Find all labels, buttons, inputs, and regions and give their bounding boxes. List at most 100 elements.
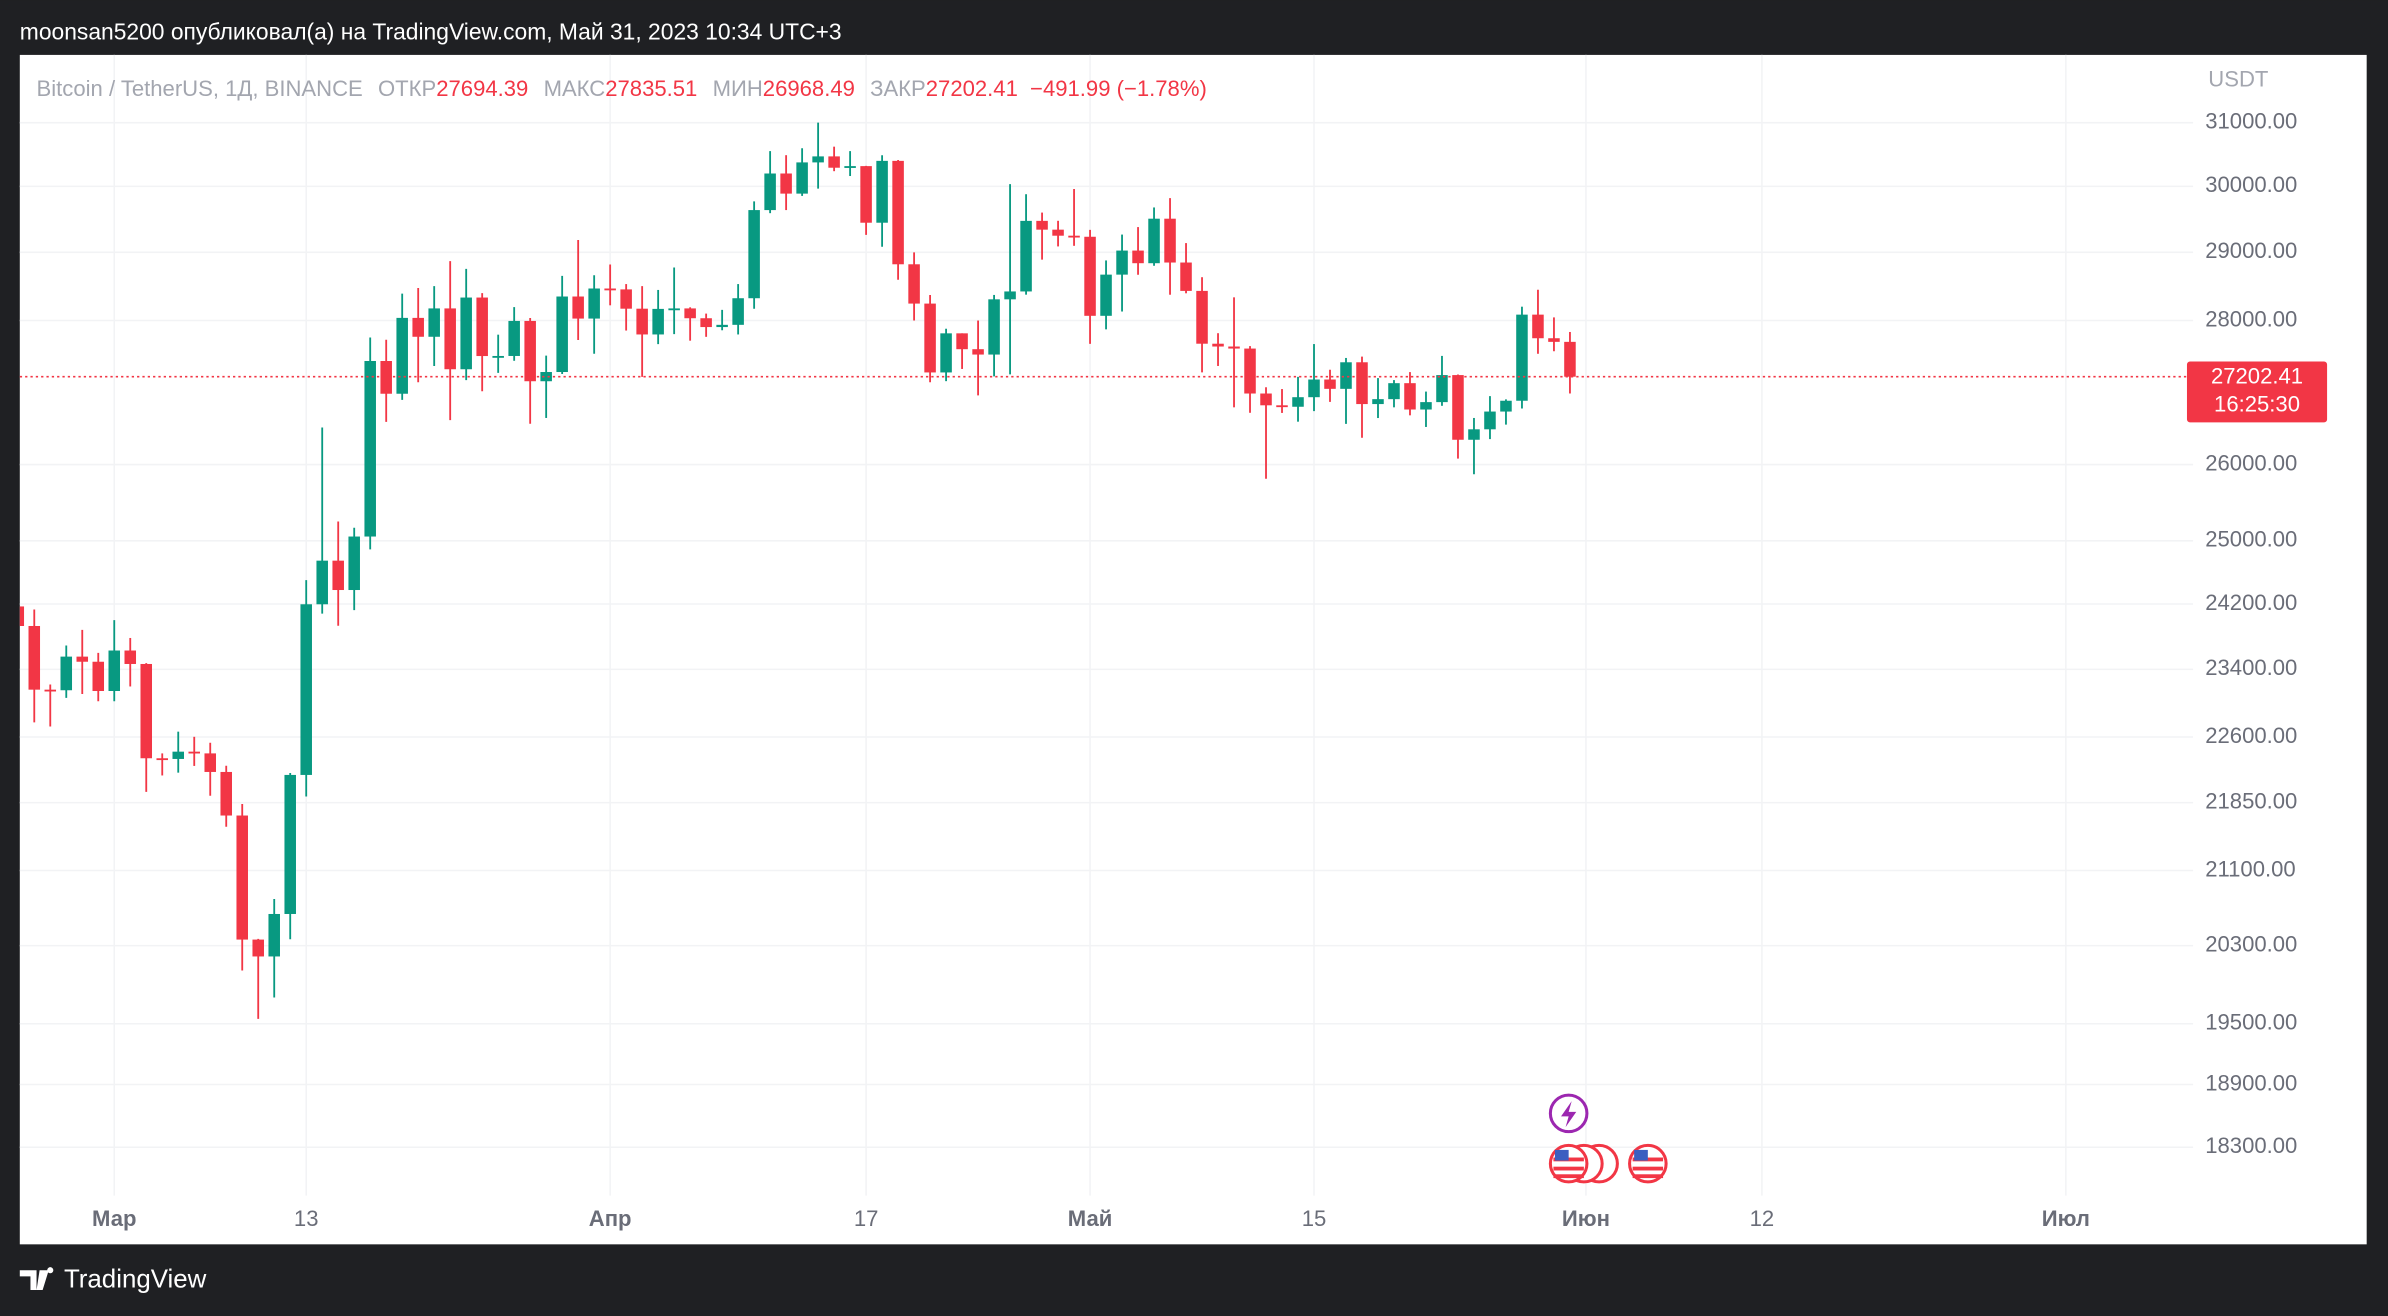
candles — [19, 122, 1576, 1019]
candle-body — [300, 604, 312, 775]
candle-body — [1420, 402, 1432, 410]
candle-body — [380, 360, 392, 394]
legend-close: 27202.41 — [926, 76, 1018, 101]
y-tick-label: 18900.00 — [2205, 1070, 2297, 1095]
grid — [19, 54, 2194, 1196]
candle-body — [412, 317, 424, 337]
candle-body — [1548, 338, 1560, 342]
candle-body — [124, 650, 137, 664]
candle-body — [92, 661, 105, 692]
x-tick-label: 12 — [1750, 1206, 1775, 1231]
y-tick-label: 29000.00 — [2205, 238, 2297, 263]
candle-body — [588, 288, 600, 319]
candle-body — [1564, 341, 1576, 377]
candle-body — [444, 308, 456, 370]
candle-body — [1100, 274, 1112, 316]
candle-body — [1308, 379, 1320, 398]
candle-body — [844, 166, 856, 168]
candle-body — [908, 264, 920, 304]
candle-body — [1116, 250, 1128, 275]
candle-body — [524, 320, 536, 382]
candle-body — [1372, 399, 1384, 405]
candle-body — [1164, 218, 1176, 263]
candle-body — [556, 296, 568, 373]
x-tick-label: Июл — [2042, 1206, 2090, 1231]
candle-body — [1356, 362, 1368, 405]
candle-body — [732, 298, 744, 325]
candle-body — [636, 308, 648, 335]
candle-body — [796, 162, 808, 194]
y-tick-label: 23400.00 — [2205, 655, 2297, 680]
candle-body — [1468, 429, 1480, 440]
candle-body — [572, 296, 584, 319]
candle-body — [764, 173, 776, 211]
x-tick-label: 13 — [294, 1206, 319, 1231]
candle-body — [1020, 220, 1032, 292]
header-text: moonsan5200 опубликовал(а) на TradingVie… — [20, 19, 842, 45]
legend-open-label: ОТКР — [378, 76, 436, 101]
candle-body — [748, 210, 760, 299]
legend-low-label: МИН — [713, 76, 763, 101]
y-tick-label: 19500.00 — [2205, 1010, 2297, 1035]
candle-body — [1436, 375, 1448, 403]
candle-body — [460, 297, 472, 370]
candle-body — [60, 656, 73, 691]
event-icons — [1548, 1093, 1668, 1184]
y-tick-label: 22600.00 — [2205, 723, 2297, 748]
candle-body — [156, 758, 169, 761]
x-tick-label: 17 — [854, 1206, 879, 1231]
candle-body — [492, 355, 504, 358]
candle-body — [236, 815, 248, 940]
candle-body — [1228, 346, 1240, 349]
candle-body — [428, 308, 440, 337]
candle-body — [1388, 383, 1400, 400]
candle-body — [44, 689, 57, 692]
candle-body — [396, 317, 408, 394]
candle-body — [204, 753, 216, 772]
price-label: 27202.41 — [2211, 363, 2303, 388]
y-tick-label: 20300.00 — [2205, 931, 2297, 956]
y-tick-label: 18300.00 — [2205, 1133, 2297, 1158]
y-tick-label: 24200.00 — [2205, 590, 2297, 615]
countdown: 16:25:30 — [2214, 391, 2300, 416]
candle-body — [1292, 397, 1304, 407]
candle-body — [476, 297, 488, 357]
candle-body — [364, 360, 376, 537]
candle-body — [684, 308, 696, 319]
candle-body — [828, 156, 840, 168]
candle-body — [188, 751, 200, 754]
candle-body — [252, 939, 264, 957]
candle-body — [1452, 375, 1464, 440]
legend-high-label: МАКС — [544, 76, 606, 101]
candle-body — [876, 160, 888, 223]
candle-body — [348, 536, 360, 591]
candle-body — [892, 160, 904, 265]
footer-brand: TradingView — [64, 1266, 207, 1294]
legend-change: −491.99 (−1.78%) — [1030, 76, 1207, 101]
legend-open: 27694.39 — [436, 76, 528, 101]
candle-body — [1148, 218, 1160, 264]
legend-symbol: Bitcoin / TetherUS, 1Д, BINANCE — [37, 76, 363, 101]
candle-body — [1132, 250, 1144, 264]
candle-body — [316, 560, 328, 605]
candle-body — [1404, 383, 1416, 410]
legend: Bitcoin / TetherUS, 1Д, BINANCE ОТКР27694… — [37, 76, 1207, 101]
candle-body — [668, 308, 680, 311]
candle-body — [76, 656, 89, 662]
y-tick-label: 21100.00 — [2205, 856, 2295, 881]
candle-body — [956, 333, 968, 350]
candle-body — [716, 324, 728, 328]
candle-body — [172, 751, 185, 759]
candle-body — [19, 606, 25, 626]
candle-body — [268, 913, 280, 957]
candle-body — [1180, 262, 1192, 291]
candle-body — [620, 289, 632, 309]
price-label-box — [2186, 361, 2328, 423]
candle-body — [924, 303, 936, 373]
candle-body — [1052, 229, 1064, 236]
candle-body — [972, 349, 984, 355]
candle-body — [1036, 220, 1048, 230]
x-tick-label: Июн — [1562, 1206, 1610, 1231]
candle-body — [28, 625, 41, 690]
